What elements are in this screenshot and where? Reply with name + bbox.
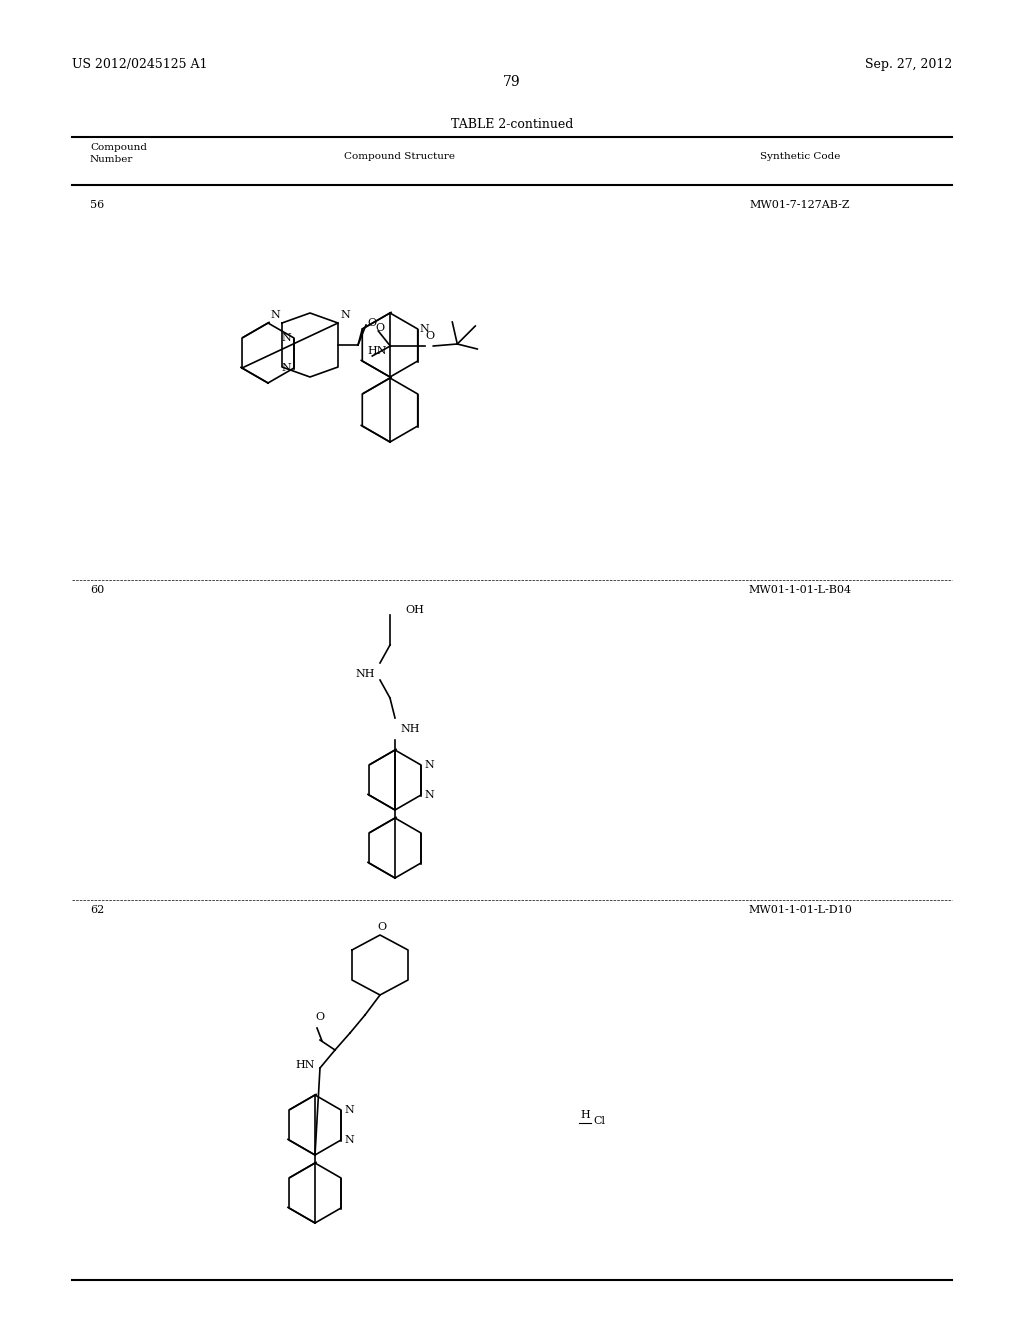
- Text: 60: 60: [90, 585, 104, 595]
- Text: N: N: [270, 310, 280, 319]
- Text: NH: NH: [355, 669, 375, 678]
- Text: Synthetic Code: Synthetic Code: [760, 152, 840, 161]
- Text: MW01-1-01-L-D10: MW01-1-01-L-D10: [749, 906, 852, 915]
- Text: N: N: [340, 310, 350, 319]
- Text: N: N: [424, 760, 434, 770]
- Text: Compound: Compound: [90, 143, 147, 152]
- Text: O: O: [315, 1012, 325, 1022]
- Text: 79: 79: [503, 75, 521, 88]
- Text: H: H: [580, 1110, 590, 1119]
- Text: N: N: [420, 323, 429, 334]
- Text: HN: HN: [368, 346, 387, 356]
- Text: US 2012/0245125 A1: US 2012/0245125 A1: [72, 58, 208, 71]
- Text: O: O: [375, 323, 384, 333]
- Text: 56: 56: [90, 201, 104, 210]
- Text: N: N: [424, 789, 434, 800]
- Text: MW01-1-01-L-B04: MW01-1-01-L-B04: [749, 585, 852, 595]
- Text: N: N: [344, 1105, 353, 1115]
- Text: OH: OH: [406, 605, 424, 615]
- Text: N: N: [282, 333, 291, 343]
- Text: Cl: Cl: [593, 1115, 605, 1126]
- Text: 62: 62: [90, 906, 104, 915]
- Text: Compound Structure: Compound Structure: [344, 152, 456, 161]
- Text: N: N: [282, 363, 291, 374]
- Text: N: N: [344, 1135, 353, 1144]
- Text: Sep. 27, 2012: Sep. 27, 2012: [864, 58, 952, 71]
- Text: NH: NH: [400, 723, 420, 734]
- Text: O: O: [378, 921, 387, 932]
- Text: O: O: [425, 331, 434, 341]
- Text: MW01-7-127AB-Z: MW01-7-127AB-Z: [750, 201, 850, 210]
- Text: O: O: [367, 318, 376, 327]
- Text: TABLE 2-continued: TABLE 2-continued: [451, 117, 573, 131]
- Text: Number: Number: [90, 154, 133, 164]
- Text: HN: HN: [296, 1060, 315, 1071]
